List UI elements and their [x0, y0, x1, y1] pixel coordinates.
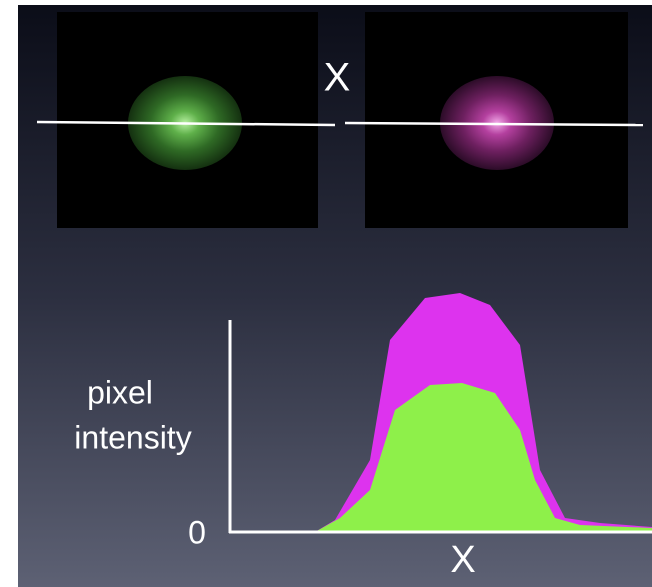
y-axis-label: intensity — [74, 419, 191, 455]
y-axis-label: pixel — [87, 374, 153, 410]
crosshair-label: X — [324, 56, 351, 100]
page: {"images": {"crosshair_label": "X"}, "pl… — [0, 0, 652, 587]
origin-label: 0 — [188, 514, 206, 550]
slide: X pixel intensity 0 X — [0, 0, 652, 587]
x-axis-label: X — [450, 539, 475, 581]
